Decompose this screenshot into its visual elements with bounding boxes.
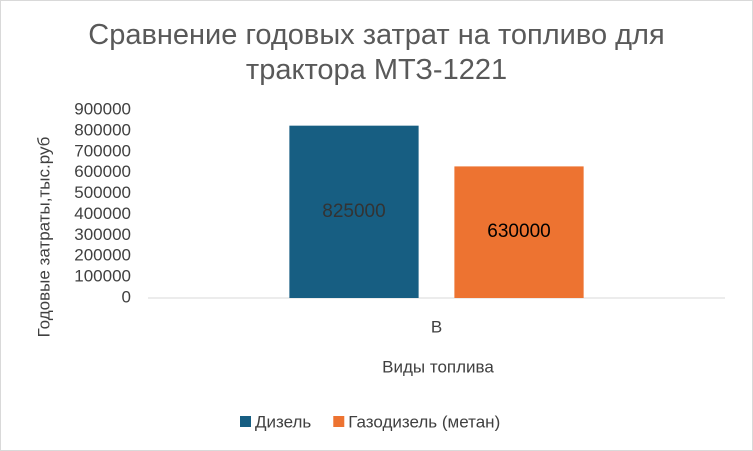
- legend-label: Дизель: [255, 412, 311, 431]
- y-tick-label: 900000: [74, 99, 131, 118]
- bar: [289, 125, 419, 299]
- y-tick-label: 500000: [74, 183, 131, 202]
- x-tick-label: В: [431, 317, 442, 336]
- y-axis-label: Годовые затраты,тыс.руб: [34, 136, 53, 337]
- legend-label: Газодизель (метан): [348, 412, 500, 431]
- x-axis-label: Виды топлива: [382, 357, 494, 376]
- chart-title: Сравнение годовых затрат на топливо для …: [88, 19, 665, 86]
- y-tick-label: 300000: [74, 225, 131, 244]
- y-tick-label: 400000: [74, 204, 131, 223]
- legend-swatch: [240, 416, 251, 427]
- y-tick-label: 200000: [74, 246, 131, 265]
- data-label: 630000: [487, 221, 550, 242]
- y-tick-label: 700000: [74, 141, 131, 160]
- y-tick-label: 0: [122, 287, 131, 306]
- y-tick-label: 600000: [74, 162, 131, 181]
- data-label: 825000: [322, 201, 385, 222]
- y-tick-label: 800000: [74, 120, 131, 139]
- bar: [454, 166, 584, 298]
- y-tick-label: 100000: [74, 267, 131, 286]
- legend-swatch: [333, 416, 345, 427]
